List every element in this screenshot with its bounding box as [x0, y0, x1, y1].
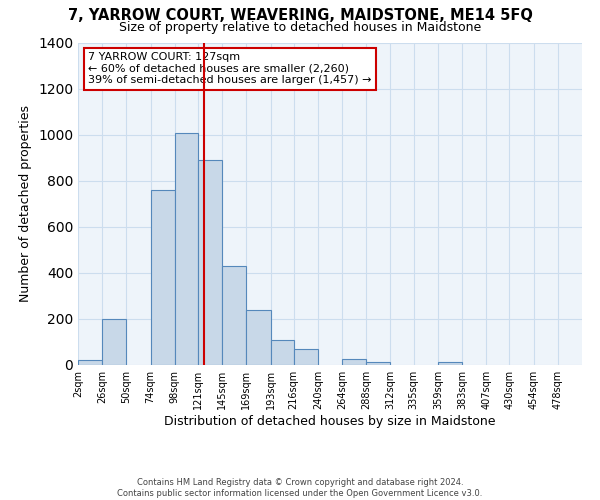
- Bar: [294, 349, 318, 365]
- Bar: [222, 266, 247, 365]
- Bar: [151, 190, 175, 365]
- Bar: [78, 360, 102, 365]
- Text: 7 YARROW COURT: 127sqm
← 60% of detached houses are smaller (2,260)
39% of semi-: 7 YARROW COURT: 127sqm ← 60% of detached…: [88, 52, 371, 86]
- Bar: [366, 362, 391, 365]
- Bar: [247, 310, 271, 365]
- Bar: [271, 340, 294, 365]
- Bar: [175, 134, 198, 365]
- Bar: [102, 319, 127, 365]
- Text: Contains HM Land Registry data © Crown copyright and database right 2024.
Contai: Contains HM Land Registry data © Crown c…: [118, 478, 482, 498]
- Bar: [438, 362, 462, 365]
- Text: 7, YARROW COURT, WEAVERING, MAIDSTONE, ME14 5FQ: 7, YARROW COURT, WEAVERING, MAIDSTONE, M…: [68, 8, 532, 22]
- Y-axis label: Number of detached properties: Number of detached properties: [19, 106, 32, 302]
- Text: Size of property relative to detached houses in Maidstone: Size of property relative to detached ho…: [119, 21, 481, 34]
- X-axis label: Distribution of detached houses by size in Maidstone: Distribution of detached houses by size …: [164, 414, 496, 428]
- Bar: [198, 160, 222, 365]
- Bar: [342, 359, 366, 365]
